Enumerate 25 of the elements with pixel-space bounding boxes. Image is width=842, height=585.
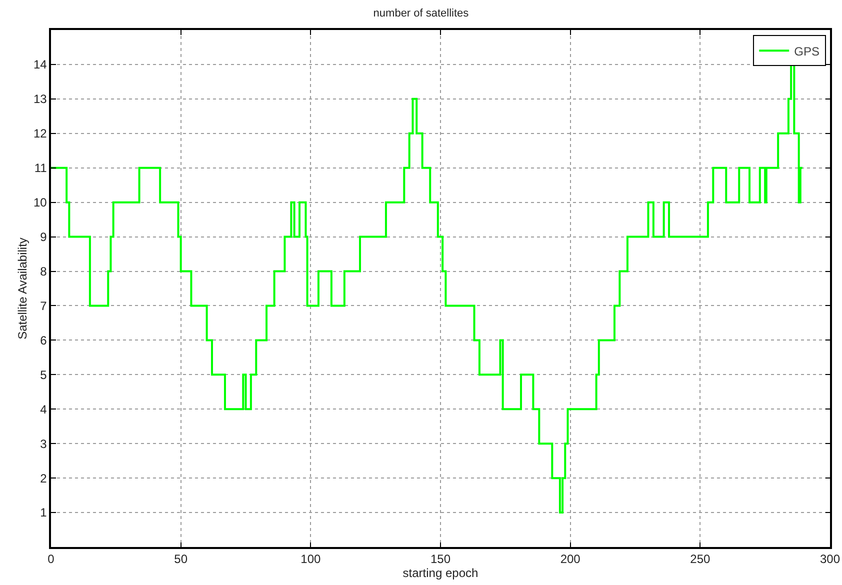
y-tick-label: 7 [40, 298, 48, 313]
y-tick-label: 10 [33, 196, 48, 210]
x-tick-label: 300 [820, 552, 840, 566]
x-tick-label: 150 [430, 552, 451, 566]
y-tick-label: 4 [40, 402, 48, 416]
x-axis-title: starting epoch [402, 566, 478, 580]
x-tick-label: 0 [48, 552, 55, 566]
y-tick-label: 2 [40, 471, 48, 486]
chart-title: number of satellites [373, 7, 470, 20]
y-tick-label: 14 [33, 58, 48, 72]
legend-label: GPS [794, 44, 820, 58]
x-tick-label: 50 [174, 552, 188, 566]
y-tick-label: 11 [34, 161, 48, 176]
y-tick-label: 6 [40, 333, 48, 348]
x-tick-label: 250 [690, 552, 710, 566]
y-tick-label: 1 [40, 506, 48, 520]
y-tick-label: 9 [40, 230, 48, 244]
y-tick-label: 12 [33, 126, 48, 141]
y-tick-label: 5 [40, 368, 48, 382]
x-tick-label: 200 [560, 552, 581, 566]
y-tick-label: 3 [40, 436, 48, 451]
y-tick-label: 13 [33, 92, 48, 106]
y-tick-label: 8 [40, 264, 48, 278]
x-tick-label: 100 [300, 552, 321, 566]
y-axis-title: Satellite Availability [15, 238, 30, 340]
